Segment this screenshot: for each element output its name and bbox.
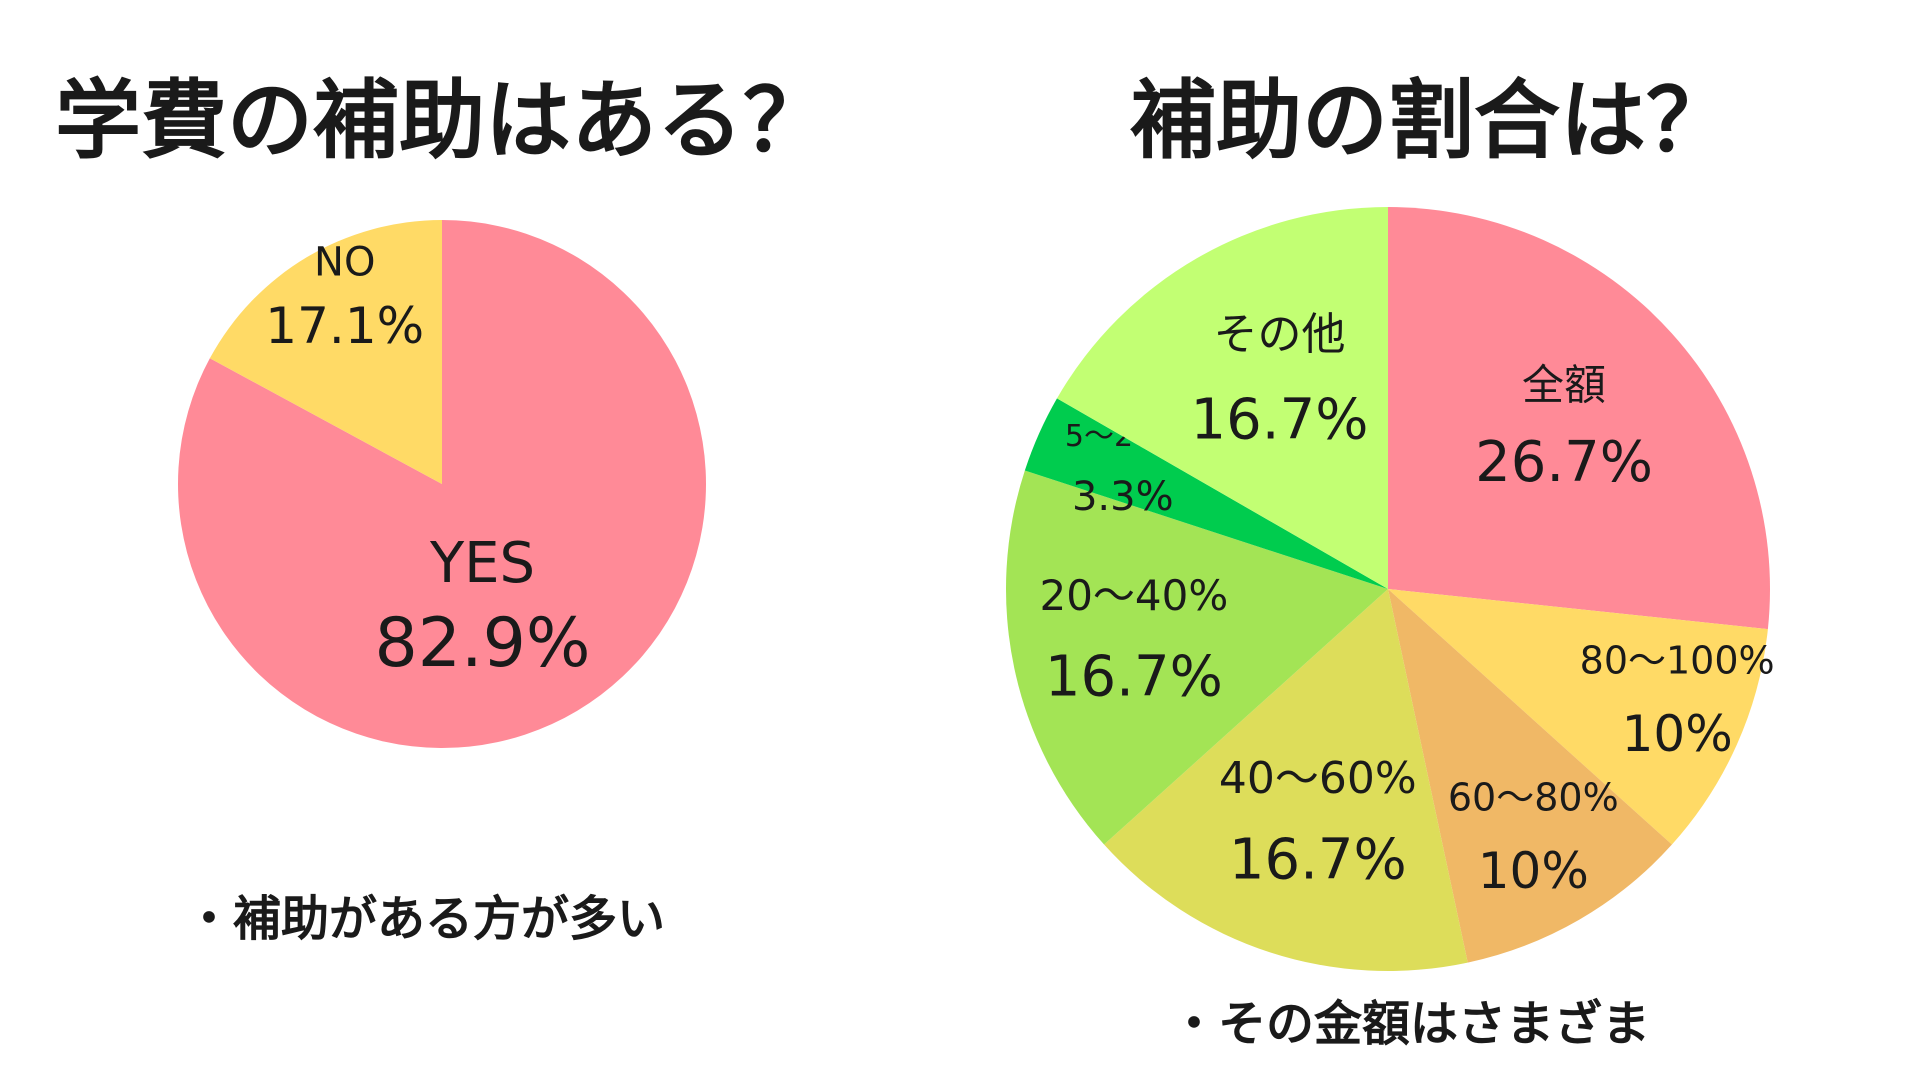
slice-value-0-0: 82.9% [375,604,591,683]
slice-label-1-0: 全額 [1522,361,1606,410]
left-chart-note: ・補助がある方が多い [185,891,666,947]
slice-label-1-1: 80〜100% [1580,638,1775,682]
right-chart-note: ・その金額はさまざま [1170,996,1651,1052]
slice-value-1-2: 10% [1478,842,1589,900]
right-pie-chart: 全額26.7%80〜100%10%60〜80%10%40〜60%16.7%20〜… [1005,207,1775,971]
slice-label-1-6: その他 [1213,309,1345,360]
slice-value-1-6: 16.7% [1191,388,1369,453]
pie-slice-1-1 [1388,589,1768,845]
slice-label-1-4: 20〜40% [1039,571,1228,620]
pie-slice-0-1 [209,219,442,484]
slice-value-1-3: 16.7% [1229,828,1407,893]
left-pie-chart: YES 82.9% NO 17.1% [178,219,706,748]
left-chart-title: 学費の補助はある？ [55,71,829,171]
pie-slice-1-2 [1388,589,1672,963]
slice-value-1-1: 10% [1622,705,1733,763]
slice-value-1-0: 26.7% [1475,430,1653,495]
slice-label-1-2: 60〜80% [1448,775,1619,819]
pie-slice-1-5 [1024,398,1388,589]
slice-label-0-1: NO [314,240,375,286]
slice-label-0-0: YES [429,531,535,596]
slice-value-0-1: 17.1% [265,297,424,355]
pie-slice-1-6 [1056,207,1388,589]
slice-value-1-5: 3.3% [1072,474,1174,520]
right-chart-title: 補助の割合は？ [1130,71,1732,171]
pie-slice-1-0 [1388,207,1771,630]
slice-label-1-3: 40〜60% [1219,753,1417,804]
pie-slice-1-4 [1005,470,1388,845]
pie-slice-1-3 [1104,589,1468,971]
slice-value-1-4: 16.7% [1045,644,1223,709]
